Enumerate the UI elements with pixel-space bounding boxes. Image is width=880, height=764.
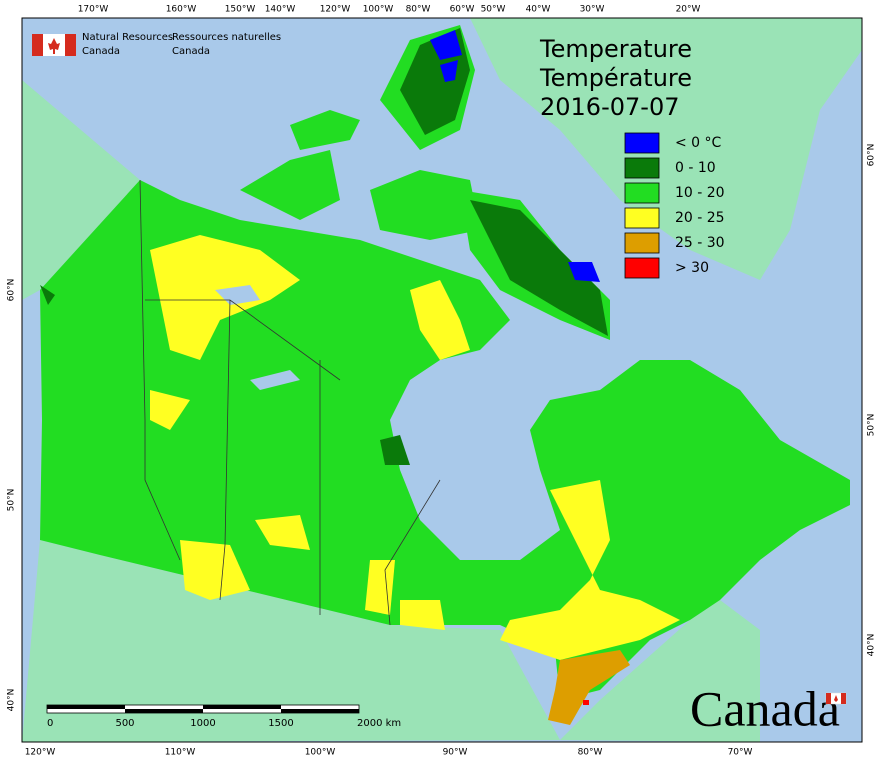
legend-swatch [624,232,660,254]
map-frame [21,17,863,743]
wordmark-text: Canada [690,680,840,736]
graticule-label: 80°W [578,748,603,758]
scale-bar-label: 1500 [268,718,293,729]
graticule-label: 110°W [165,748,196,758]
legend-swatch [624,182,660,204]
legend-swatch [624,157,660,179]
legend-label: 0 - 10 [675,160,716,176]
scale-bar-segment [203,705,281,709]
agency-fr: Canada [172,46,210,57]
scale-bar-label: 0 [47,718,53,729]
graticule-label: 60°W [450,5,475,15]
graticule-label: 160°W [166,5,197,15]
borders [139,179,441,626]
title-en: Temperature [539,35,692,63]
scale-bar-label: 2000 km [357,718,401,729]
graticule-label: 40°N [867,634,877,657]
legend-label: 25 - 30 [675,235,725,251]
legend-swatch [624,207,660,229]
legend-label: 10 - 20 [675,185,725,201]
graticule-label: 140°W [265,5,296,15]
graticule-label: 80°W [406,5,431,15]
graticule-label: 50°N [7,489,17,512]
graticule-label: 50°N [867,414,877,437]
graticule-label: 100°W [305,748,336,758]
wordmark: Canada [690,680,847,736]
legend-label: 20 - 25 [675,210,725,226]
graticule-label: 120°W [25,748,56,758]
graticule-label: 70°W [728,748,753,758]
agency-en: Canada [82,46,120,57]
graticule-label: 150°W [225,5,256,15]
legend-label: < 0 °C [675,135,722,151]
scale-bar-label: 1000 [190,718,215,729]
graticule-label: 60°N [7,279,17,302]
graticule-label: 60°N [867,144,877,167]
agency-fr: Ressources naturelles [172,32,281,43]
scale-bar-segment [125,709,203,713]
legend-swatch [624,132,660,154]
graticule-label: 50°W [481,5,506,15]
neighbour-land [22,18,862,742]
graticule-label: 40°N [7,689,17,712]
map-date: 2016-07-07 [540,93,679,121]
legend-swatch [624,257,660,279]
graticule-label: 120°W [320,5,351,15]
nrcan-logo [32,34,76,56]
graticule-label: 90°W [443,748,468,758]
scale-bar-label: 500 [115,718,134,729]
graticule-label: 170°W [78,5,109,15]
graticule-label: 40°W [526,5,551,15]
canada-land [40,25,850,725]
scale-bar-segment [281,709,359,713]
scale-bar-segment [47,705,125,709]
agency-en: Natural Resources [82,32,173,43]
graticule-label: 100°W [363,5,394,15]
legend-label: > 30 [675,260,709,276]
graticule-label: 30°W [580,5,605,15]
title-fr: Température [539,64,692,92]
graticule-label: 20°W [676,5,701,15]
